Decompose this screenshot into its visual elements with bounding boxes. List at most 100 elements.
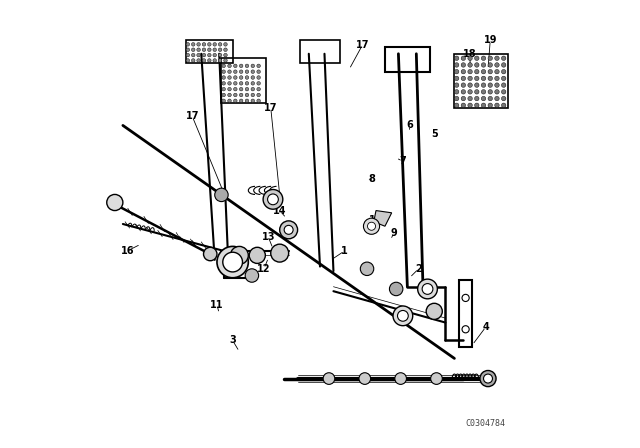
Circle shape (197, 48, 200, 52)
Circle shape (213, 53, 216, 57)
Circle shape (191, 59, 195, 62)
Text: 15: 15 (219, 250, 233, 260)
Text: 9: 9 (390, 228, 397, 238)
Circle shape (191, 48, 195, 52)
Circle shape (488, 103, 493, 108)
Circle shape (197, 53, 200, 57)
Circle shape (454, 56, 459, 60)
Circle shape (495, 90, 499, 94)
Circle shape (257, 82, 260, 85)
Text: 11: 11 (210, 300, 224, 310)
Circle shape (213, 48, 216, 52)
Circle shape (475, 90, 479, 94)
Circle shape (475, 63, 479, 67)
Circle shape (480, 370, 496, 387)
Circle shape (251, 93, 255, 97)
Text: 13: 13 (262, 233, 275, 242)
Circle shape (222, 76, 225, 79)
Circle shape (222, 93, 225, 97)
Text: 2: 2 (415, 264, 422, 274)
Circle shape (454, 63, 459, 67)
Text: 17: 17 (264, 103, 278, 112)
Circle shape (239, 93, 243, 97)
Circle shape (234, 76, 237, 79)
Circle shape (461, 103, 466, 108)
Circle shape (207, 48, 211, 52)
Circle shape (257, 64, 260, 68)
Circle shape (481, 63, 486, 67)
Circle shape (234, 64, 237, 68)
Circle shape (251, 76, 255, 79)
Circle shape (257, 93, 260, 97)
Circle shape (228, 99, 231, 103)
Text: 17: 17 (186, 112, 199, 121)
Circle shape (249, 247, 266, 263)
Circle shape (360, 262, 374, 276)
Circle shape (234, 82, 237, 85)
Text: 12: 12 (257, 264, 271, 274)
Text: 7: 7 (399, 156, 406, 166)
Circle shape (461, 76, 466, 81)
Circle shape (495, 83, 499, 87)
Circle shape (461, 69, 466, 74)
Circle shape (245, 93, 249, 97)
Circle shape (475, 96, 479, 101)
Circle shape (461, 90, 466, 94)
Circle shape (422, 284, 433, 294)
Circle shape (245, 99, 249, 103)
Text: 6: 6 (406, 121, 413, 130)
Circle shape (234, 70, 237, 73)
Circle shape (239, 99, 243, 103)
Circle shape (495, 63, 499, 67)
Circle shape (228, 70, 231, 73)
Circle shape (224, 59, 227, 62)
Circle shape (502, 63, 506, 67)
Circle shape (204, 247, 217, 261)
Text: 1: 1 (341, 246, 348, 256)
Circle shape (239, 64, 243, 68)
Circle shape (239, 70, 243, 73)
Circle shape (202, 48, 206, 52)
Circle shape (245, 70, 249, 73)
Circle shape (239, 87, 243, 91)
Circle shape (454, 103, 459, 108)
Circle shape (257, 87, 260, 91)
Circle shape (488, 76, 493, 81)
Text: 5: 5 (431, 129, 438, 139)
Text: 8: 8 (368, 174, 375, 184)
Circle shape (218, 48, 222, 52)
Circle shape (218, 43, 222, 46)
Polygon shape (374, 211, 392, 226)
Text: 16: 16 (120, 246, 134, 256)
Text: 4: 4 (483, 322, 489, 332)
Circle shape (224, 48, 227, 52)
Circle shape (502, 69, 506, 74)
Circle shape (502, 76, 506, 81)
Circle shape (251, 64, 255, 68)
Circle shape (502, 83, 506, 87)
Circle shape (213, 43, 216, 46)
Circle shape (222, 64, 225, 68)
Circle shape (222, 70, 225, 73)
Text: 14: 14 (273, 206, 287, 215)
Circle shape (431, 373, 442, 384)
Circle shape (224, 53, 227, 57)
Circle shape (207, 53, 211, 57)
Circle shape (207, 59, 211, 62)
Circle shape (468, 56, 472, 60)
Circle shape (234, 93, 237, 97)
Circle shape (197, 43, 200, 46)
Circle shape (251, 82, 255, 85)
Circle shape (481, 76, 486, 81)
Circle shape (186, 48, 189, 52)
Circle shape (468, 90, 472, 94)
Circle shape (495, 56, 499, 60)
Circle shape (475, 76, 479, 81)
Circle shape (461, 63, 466, 67)
Circle shape (234, 99, 237, 103)
Circle shape (364, 218, 380, 234)
Circle shape (217, 246, 248, 278)
Circle shape (488, 96, 493, 101)
Circle shape (245, 269, 259, 282)
Circle shape (230, 246, 248, 264)
